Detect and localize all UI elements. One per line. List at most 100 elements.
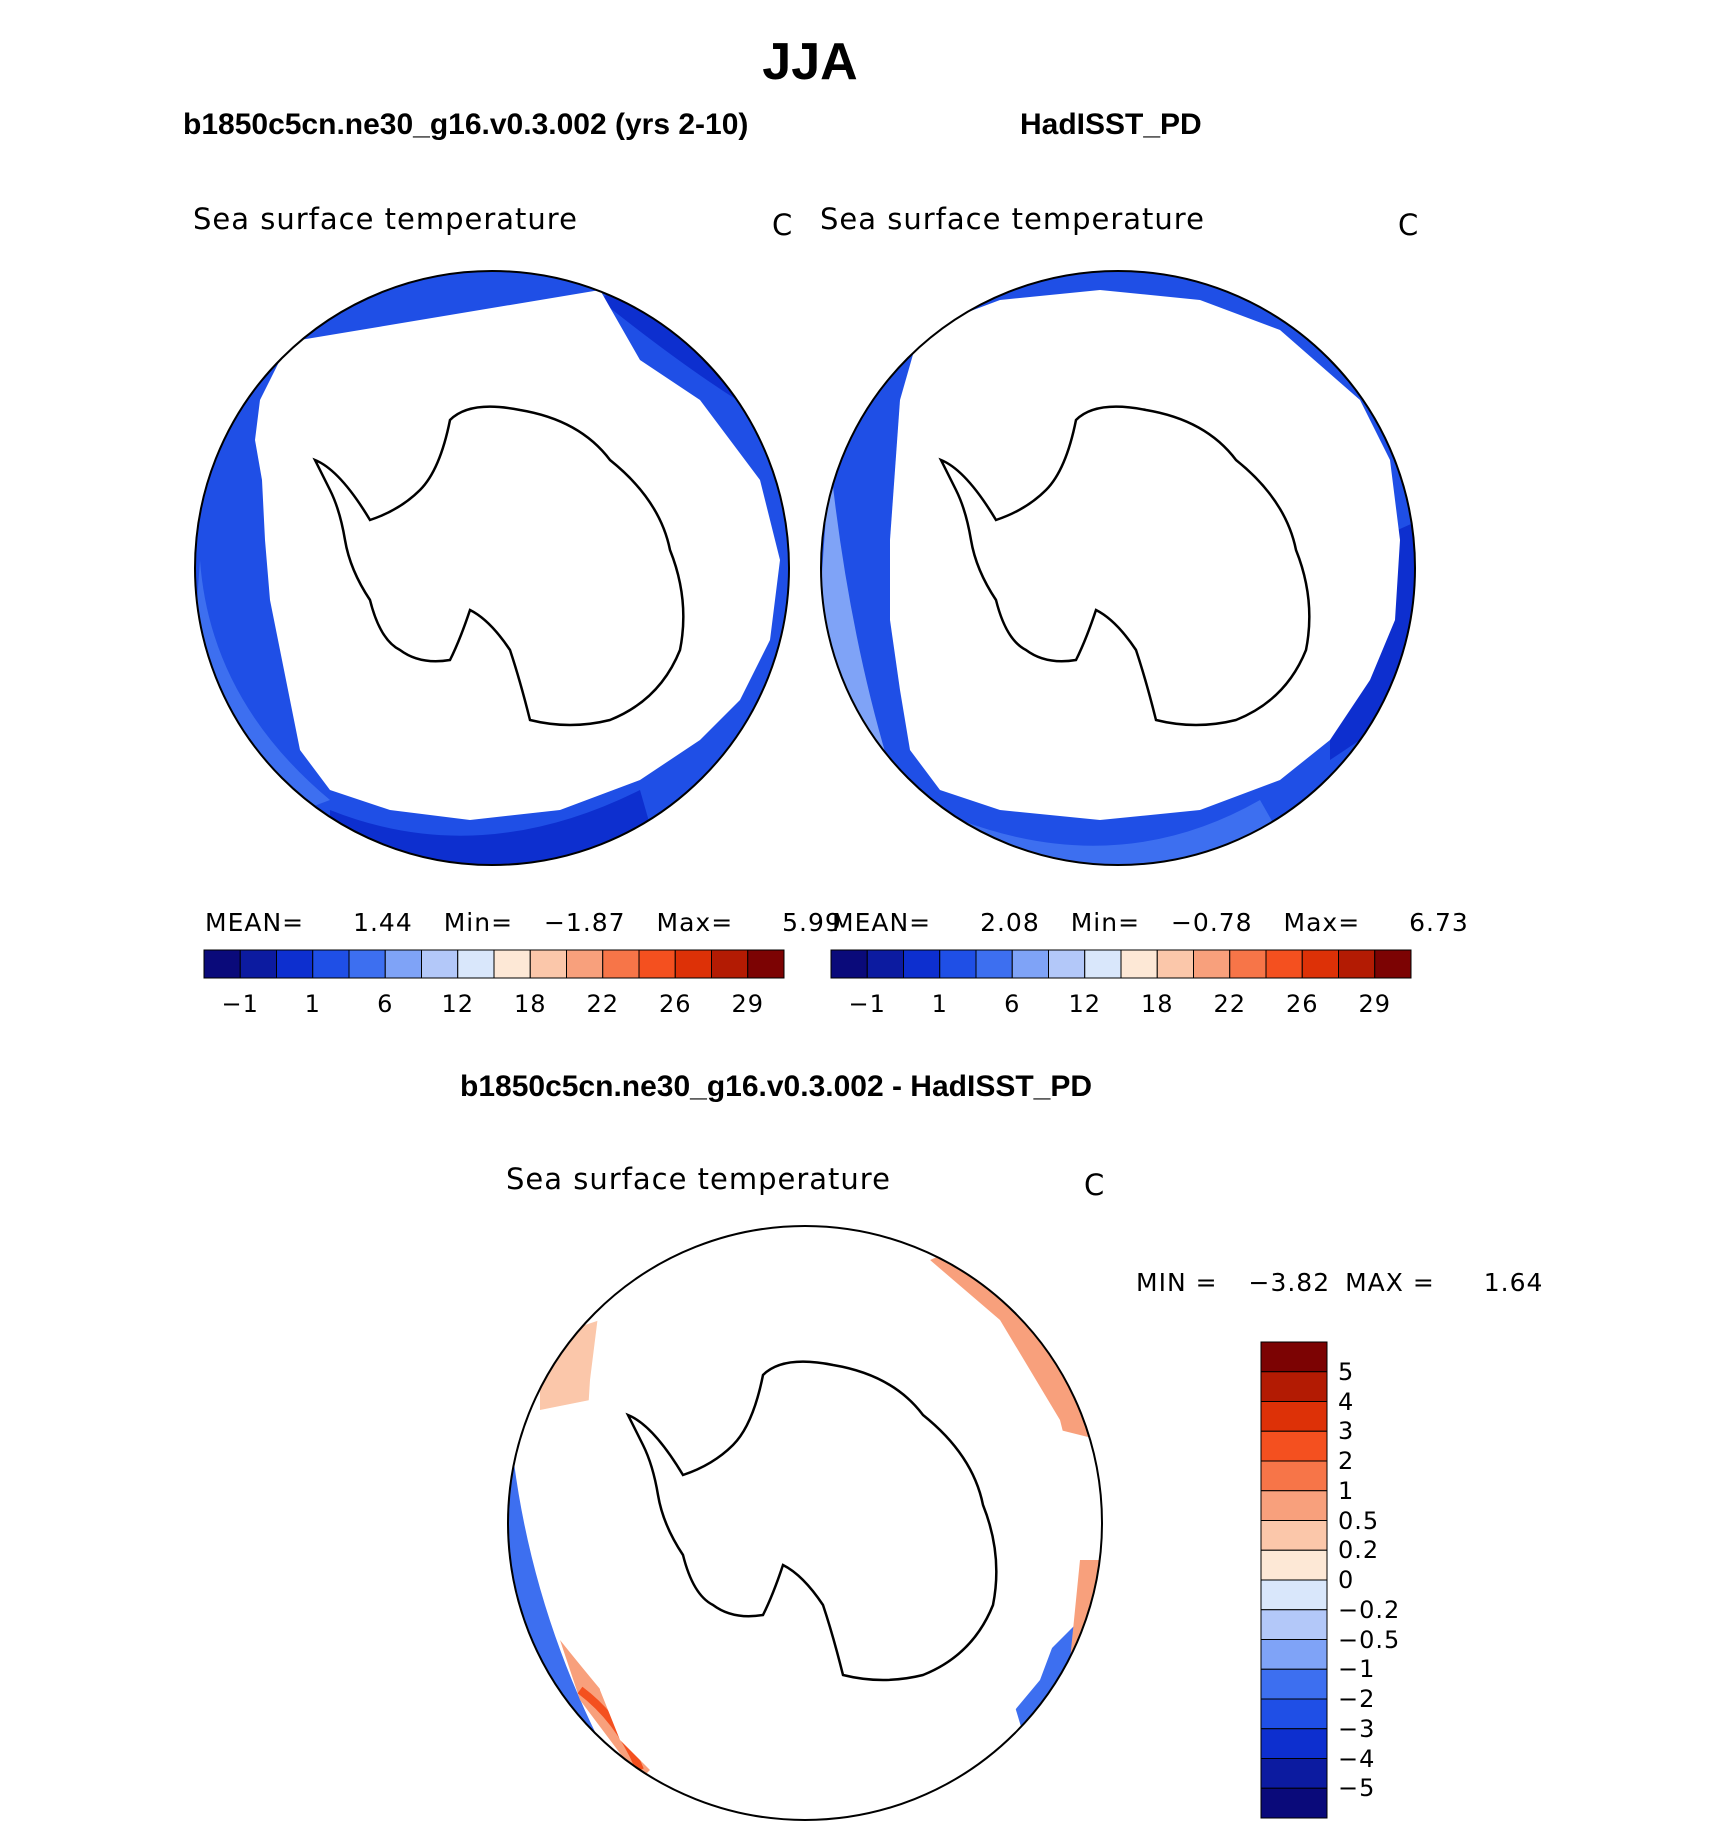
obs-colorbar-swatch xyxy=(1048,949,1086,979)
model-stats: MEAN= 1.44 Min= −1.87 Max= 5.99 xyxy=(205,908,842,937)
obs-sea-ice xyxy=(890,290,1400,820)
model-colorbar-swatch xyxy=(529,949,567,979)
obs-stats: MEAN= 2.08 Min= −0.78 Max= 6.73 xyxy=(832,908,1469,937)
obs-colorbar-swatch xyxy=(866,949,904,979)
obs-colorbar-tick-label: 12 xyxy=(1068,990,1102,1018)
model-colorbar-labels: −1 1 6 12 18 22 26 29 xyxy=(204,990,784,1020)
diff-colorbar-swatch xyxy=(1260,1520,1328,1551)
obs-min-label: Min= xyxy=(1070,908,1141,937)
diff-colorbar-tick-label: 1 xyxy=(1338,1476,1355,1505)
model-colorbar-swatch xyxy=(276,949,314,979)
diff-colorbar-swatch xyxy=(1260,1609,1328,1640)
diff-colorbar-tick-label: 5 xyxy=(1338,1357,1355,1386)
obs-panel-header: HadISST_PD xyxy=(1020,108,1202,141)
diff-variable-label: Sea surface temperature xyxy=(506,1162,891,1196)
obs-colorbar-swatch xyxy=(830,949,868,979)
model-colorbar-swatch xyxy=(711,949,749,979)
model-sea-ice xyxy=(255,290,780,820)
diff-sea-ice xyxy=(585,1240,1080,1800)
diff-colorbar-labels: 5 4 3 2 1 0.5 0.2 0 −0.2 −0.5 −1 −2 −3 −4 −5 xyxy=(1338,1342,1458,1820)
model-colorbar-swatch xyxy=(674,949,712,979)
diff-colorbar-tick-label: −1 xyxy=(1338,1655,1376,1684)
diff-colorbar-tick-label: 0.2 xyxy=(1338,1536,1380,1565)
diff-colorbar-swatch xyxy=(1260,1371,1328,1402)
diff-min-label: MIN = xyxy=(1136,1268,1218,1297)
model-colorbar-tick-label: 12 xyxy=(441,990,475,1018)
diff-max-label: MAX = xyxy=(1345,1268,1435,1297)
model-colorbar-tick-label: 6 xyxy=(377,990,394,1018)
diff-colorbar-swatch xyxy=(1260,1549,1328,1581)
model-colorbar-swatch xyxy=(747,949,785,979)
obs-colorbar xyxy=(830,949,1412,979)
obs-colorbar-swatch xyxy=(939,949,977,979)
diff-panel-header: b1850c5cn.ne30_g16.v0.3.002 - HadISST_PD xyxy=(460,1070,1093,1103)
obs-mean-label: MEAN= xyxy=(832,908,932,937)
model-colorbar-tick-label: 29 xyxy=(731,990,765,1018)
obs-max-value: 6.73 xyxy=(1409,908,1469,937)
model-max-label: Max= xyxy=(656,908,734,937)
model-colorbar-tick-label: 18 xyxy=(513,990,547,1018)
model-colorbar-swatch xyxy=(203,949,241,979)
model-variable-label: Sea surface temperature xyxy=(193,202,578,236)
diff-colorbar-tick-label: 2 xyxy=(1338,1447,1355,1475)
obs-colorbar-tick-label: 6 xyxy=(1004,990,1021,1018)
diff-colorbar-tick-label: 4 xyxy=(1338,1387,1355,1416)
model-colorbar-swatch xyxy=(384,949,422,979)
obs-colorbar-swatch xyxy=(1084,949,1122,979)
obs-colorbar-swatch xyxy=(1193,949,1231,979)
obs-min-value: −0.78 xyxy=(1170,908,1253,937)
model-colorbar-swatch xyxy=(638,949,676,979)
obs-colorbar-swatch xyxy=(1338,949,1376,979)
season-title: JJA xyxy=(762,33,858,91)
obs-colorbar-swatch xyxy=(903,949,941,979)
obs-colorbar-tick-label: 26 xyxy=(1285,990,1319,1018)
model-colorbar-tick-label: 1 xyxy=(304,990,321,1018)
model-units-label: C xyxy=(772,208,794,242)
model-colorbar xyxy=(203,949,785,979)
model-antarctica-coast xyxy=(312,405,685,727)
obs-colorbar-tick-label: 29 xyxy=(1358,990,1392,1018)
obs-colorbar-swatch xyxy=(1229,949,1267,979)
diff-colorbar-tick-label: 0.5 xyxy=(1338,1506,1380,1535)
diff-colorbar-tick-label: −3 xyxy=(1338,1714,1376,1743)
diff-min-value: −3.82 xyxy=(1248,1268,1331,1297)
diff-colorbar-tick-label: −2 xyxy=(1338,1685,1376,1713)
diff-colorbar-tick-label: 3 xyxy=(1338,1417,1355,1446)
diff-colorbar xyxy=(1260,1341,1328,1819)
obs-colorbar-tick-label: 18 xyxy=(1140,990,1174,1018)
diff-colorbar-swatch xyxy=(1260,1728,1328,1759)
diff-antarctica-coast xyxy=(625,1360,998,1682)
obs-colorbar-tick-label: 1 xyxy=(931,990,948,1018)
diff-colorbar-tick-label: −4 xyxy=(1338,1744,1376,1773)
obs-antarctica-coast xyxy=(938,405,1311,727)
model-mean-label: MEAN= xyxy=(205,908,305,937)
model-colorbar-swatch xyxy=(566,949,604,979)
model-min-label: Min= xyxy=(443,908,514,937)
diff-colorbar-tick-label: −0.5 xyxy=(1338,1625,1401,1654)
obs-variable-label: Sea surface temperature xyxy=(820,202,1205,236)
model-colorbar-swatch xyxy=(493,949,531,979)
model-panel-header: b1850c5cn.ne30_g16.v0.3.002 (yrs 2-10) xyxy=(183,108,749,141)
model-mean-value: 1.44 xyxy=(353,908,413,937)
diff-colorbar-swatch xyxy=(1260,1787,1328,1819)
obs-colorbar-labels: −1 1 6 12 18 22 26 29 xyxy=(831,990,1411,1020)
obs-colorbar-swatch xyxy=(1265,949,1303,979)
diff-max-value: 1.64 xyxy=(1483,1268,1544,1297)
obs-colorbar-tick-label: 22 xyxy=(1213,990,1247,1018)
model-colorbar-tick-label: 22 xyxy=(586,990,620,1018)
obs-colorbar-swatch xyxy=(1301,949,1339,979)
diff-units-label: C xyxy=(1084,1168,1106,1202)
model-colorbar-swatch xyxy=(312,949,350,979)
obs-colorbar-tick-label: −1 xyxy=(848,990,886,1018)
diff-colorbar-swatch xyxy=(1260,1430,1328,1462)
diff-colorbar-swatch xyxy=(1260,1490,1328,1521)
diff-colorbar-tick-label: 0 xyxy=(1338,1566,1355,1594)
diff-colorbar-tick-label: −0.2 xyxy=(1338,1595,1401,1624)
diff-colorbar-swatch xyxy=(1260,1668,1328,1700)
model-colorbar-swatch xyxy=(421,949,459,979)
model-colorbar-swatch xyxy=(602,949,640,979)
diff-colorbar-swatch xyxy=(1260,1639,1328,1670)
obs-colorbar-swatch xyxy=(975,949,1013,979)
model-colorbar-swatch xyxy=(239,949,277,979)
